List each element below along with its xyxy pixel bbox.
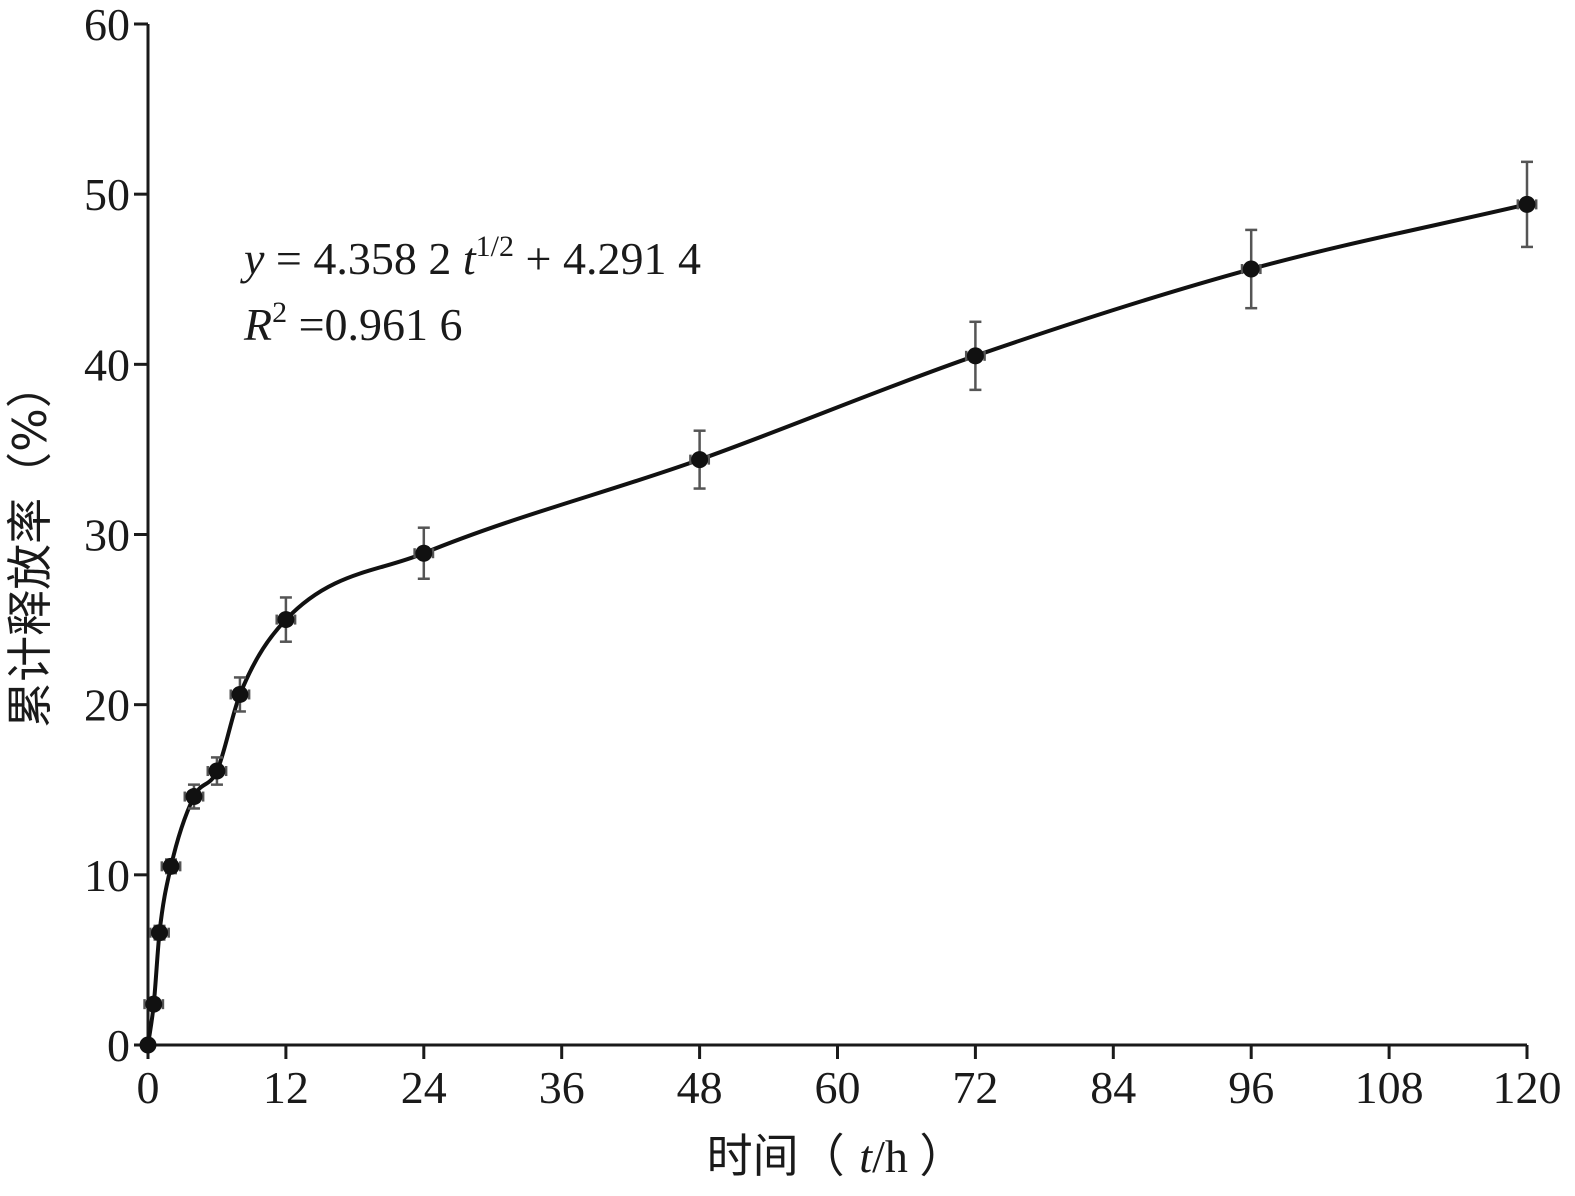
data-point-0 bbox=[139, 1036, 157, 1054]
eq-exponent: 1/2 bbox=[476, 230, 514, 263]
x-tick-label-10: 120 bbox=[1493, 1062, 1562, 1113]
x-tick-label-3: 36 bbox=[539, 1062, 585, 1113]
y-tick-label-5: 50 bbox=[84, 169, 130, 220]
y-tick-label-4: 40 bbox=[84, 339, 130, 390]
x-tick-label-4: 48 bbox=[677, 1062, 723, 1113]
x-title-var: t bbox=[859, 1131, 873, 1182]
r-var: R bbox=[243, 299, 272, 350]
x-tick-label-2: 24 bbox=[401, 1062, 447, 1113]
x-ticks: 0 12 24 36 48 60 72 84 96 108 120 bbox=[137, 1045, 1562, 1113]
data-points bbox=[139, 195, 1536, 1054]
y-tick-label-0: 0 bbox=[107, 1020, 130, 1071]
data-point-1 bbox=[145, 995, 163, 1013]
data-point-2 bbox=[150, 924, 168, 942]
data-point-12 bbox=[1518, 195, 1536, 213]
data-point-10 bbox=[966, 347, 984, 365]
fit-equation: y = 4.358 2 t1/2 + 4.291 4 bbox=[240, 230, 701, 284]
data-point-7 bbox=[277, 611, 295, 629]
x-tick-label-5: 60 bbox=[815, 1062, 861, 1113]
y-tick-label-2: 20 bbox=[84, 680, 130, 731]
y-ticks: 0 10 20 30 40 50 60 bbox=[84, 0, 148, 1071]
eq-y-var: y bbox=[240, 233, 265, 284]
data-point-4 bbox=[185, 788, 203, 806]
eq-t-var: t bbox=[463, 233, 477, 284]
x-title-prefix: 时间（ bbox=[707, 1129, 860, 1183]
data-point-11 bbox=[1242, 260, 1260, 278]
axes bbox=[146, 24, 1527, 1047]
x-tick-label-7: 84 bbox=[1090, 1062, 1136, 1113]
x-axis-title: 时间（ t/h ） bbox=[707, 1129, 966, 1183]
release-curve bbox=[146, 202, 1528, 1046]
eq-intercept: + 4.291 4 bbox=[514, 233, 701, 284]
data-point-9 bbox=[691, 451, 709, 469]
series-release bbox=[139, 160, 1538, 1054]
r-value: =0.961 6 bbox=[287, 299, 462, 350]
data-point-6 bbox=[231, 685, 249, 703]
x-tick-label-6: 72 bbox=[952, 1062, 998, 1113]
eq-coefficient: = 4.358 2 bbox=[264, 233, 462, 284]
x-tick-label-1: 12 bbox=[263, 1062, 309, 1113]
y-tick-label-3: 30 bbox=[84, 510, 130, 561]
r-squared: R2 =0.961 6 bbox=[243, 296, 463, 350]
x-tick-label-0: 0 bbox=[137, 1062, 160, 1113]
data-point-5 bbox=[208, 762, 226, 780]
x-title-suffix: /h ） bbox=[872, 1131, 965, 1182]
data-point-3 bbox=[162, 857, 180, 875]
y-tick-label-1: 10 bbox=[84, 850, 130, 901]
error-bars bbox=[143, 160, 1538, 1011]
r-exponent: 2 bbox=[272, 296, 287, 329]
y-axis-title: 累计释放率（%） bbox=[3, 362, 57, 728]
x-tick-label-9: 108 bbox=[1355, 1062, 1424, 1113]
x-tick-label-8: 96 bbox=[1228, 1062, 1274, 1113]
data-point-8 bbox=[415, 544, 433, 562]
y-tick-label-6: 60 bbox=[84, 0, 130, 50]
